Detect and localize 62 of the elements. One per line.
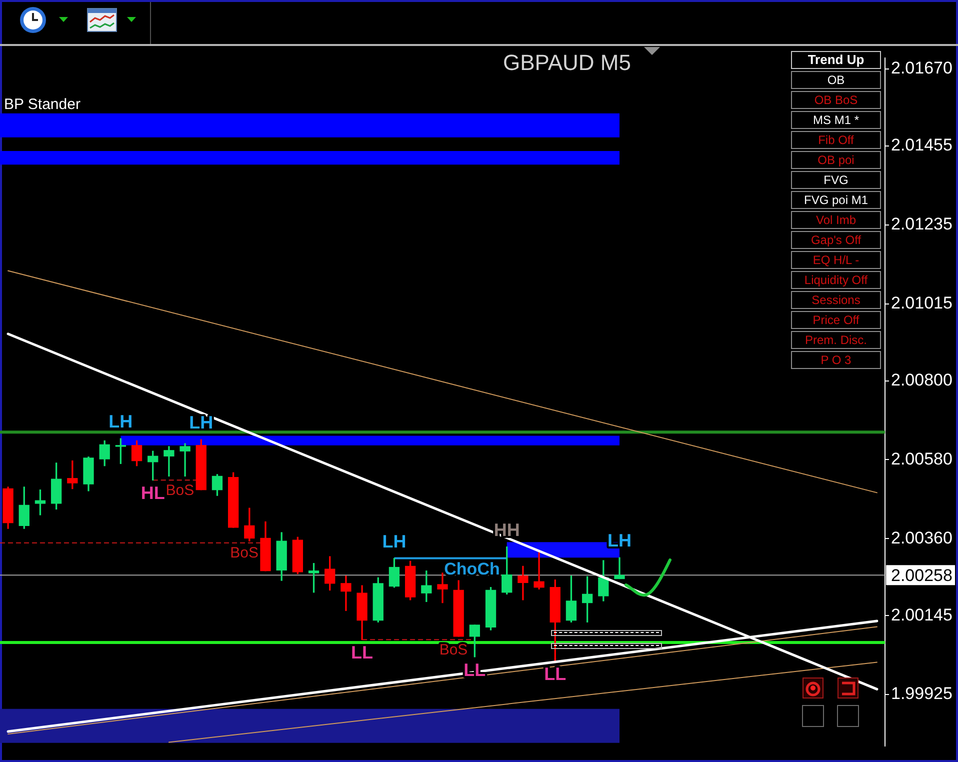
- category-label: Liquidity Off: [804, 273, 868, 287]
- candlestick: [340, 576, 352, 611]
- candlestick: [614, 557, 625, 580]
- ref-line-label: BoS: [166, 482, 194, 499]
- toggle-button: Price Off: [791, 311, 881, 329]
- toggle-button: Vol Imb: [791, 211, 881, 229]
- ref-line-label: ChoCh: [444, 559, 500, 578]
- category-label: Prem. Disc.: [804, 333, 867, 347]
- toggle-button: FVG: [791, 171, 881, 189]
- candlestick: [164, 446, 174, 477]
- category-label: Gap's Off: [810, 233, 862, 247]
- toggle-button: P O 3: [791, 351, 881, 369]
- toggle-button: Sessions: [791, 291, 881, 309]
- candlestick: [534, 552, 544, 590]
- y-tick-label: 2.01015: [891, 293, 952, 312]
- candlestick: [180, 443, 190, 477]
- y-tick-label: 2.00800: [891, 370, 952, 390]
- category-label: FVG poi M1: [804, 193, 868, 207]
- y-tick-label: 1.99925: [891, 684, 952, 704]
- category-label: Trend Up: [808, 52, 864, 67]
- toggle-button: FVG poi M1: [791, 191, 881, 209]
- annotation: HL: [140, 483, 165, 504]
- toggle-button: Gap's Off: [791, 231, 881, 249]
- category-label: MS M1 *: [812, 113, 859, 127]
- y-tick-label: 2.01235: [891, 214, 952, 234]
- category-label: OB poi: [818, 153, 854, 167]
- ref-line-label: 2.00258: [891, 566, 952, 585]
- y-tick-label: 2.00145: [891, 605, 952, 624]
- ref-line-label: BoS: [230, 544, 258, 562]
- annotation: LH: [382, 531, 406, 552]
- annotation: LL: [351, 642, 374, 663]
- chart-title: GBPAUD M5: [503, 50, 631, 75]
- band-label: BP Stander: [4, 96, 80, 114]
- ref-line-label: BoS: [439, 641, 468, 658]
- annotation: LL: [544, 664, 566, 684]
- annotation: LH: [608, 530, 632, 551]
- toggle-button: EQ H/L -: [791, 251, 881, 269]
- toggle-button: Liquidity Off: [791, 271, 881, 289]
- category-label: Price Off: [812, 313, 860, 327]
- toggle-button: MS M1 *: [791, 111, 881, 129]
- y-tick-label: 2.01455: [891, 136, 952, 155]
- category-label: Vol Imb: [816, 213, 856, 227]
- annotation: HH: [494, 520, 520, 540]
- toggle-button: OB poi: [791, 151, 881, 169]
- candlestick: [518, 566, 528, 600]
- toggle-button: Trend Up: [791, 51, 881, 69]
- category-label: P O 3: [820, 353, 852, 367]
- toggle-button: Fib Off: [791, 131, 881, 149]
- category-label: OB BoS: [814, 93, 858, 107]
- y-tick-label: 2.01670: [891, 58, 952, 78]
- category-label: Fib Off: [818, 133, 854, 147]
- toggle-button: OB: [791, 71, 881, 89]
- toggle-button: Prem. Disc.: [791, 331, 881, 349]
- y-tick-label: 2.00360: [891, 528, 952, 548]
- category-label: EQ H/L -: [812, 253, 860, 267]
- category-label: OB: [827, 73, 845, 87]
- annotation: LH: [108, 412, 133, 432]
- category-label: FVG: [824, 173, 848, 187]
- toggle-button: OB BoS: [791, 91, 881, 109]
- y-tick-label: 2.00580: [891, 449, 952, 468]
- category-label: Sessions: [812, 293, 860, 307]
- annotation: LH: [189, 412, 214, 433]
